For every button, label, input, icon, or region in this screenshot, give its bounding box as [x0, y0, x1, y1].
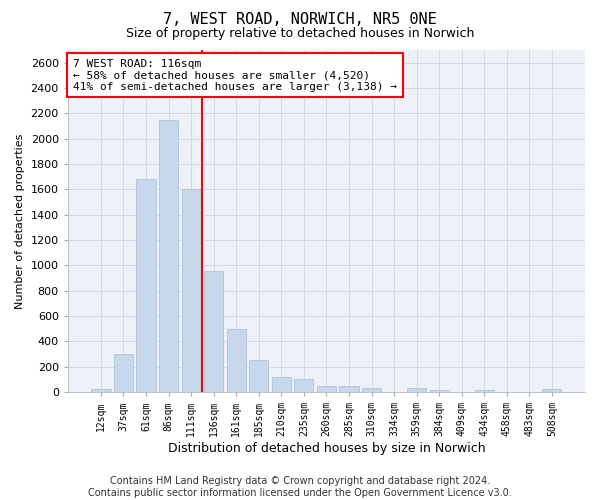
- Bar: [91, 389, 110, 392]
- Bar: [227, 329, 246, 392]
- Bar: [159, 120, 178, 392]
- Bar: [430, 390, 449, 392]
- Bar: [249, 360, 268, 392]
- Bar: [114, 354, 133, 392]
- Y-axis label: Number of detached properties: Number of detached properties: [15, 134, 25, 309]
- Text: 7, WEST ROAD, NORWICH, NR5 0NE: 7, WEST ROAD, NORWICH, NR5 0NE: [163, 12, 437, 28]
- Text: 7 WEST ROAD: 116sqm
← 58% of detached houses are smaller (4,520)
41% of semi-det: 7 WEST ROAD: 116sqm ← 58% of detached ho…: [73, 58, 397, 92]
- X-axis label: Distribution of detached houses by size in Norwich: Distribution of detached houses by size …: [167, 442, 485, 455]
- Bar: [317, 386, 336, 392]
- Bar: [475, 390, 494, 392]
- Bar: [182, 190, 201, 392]
- Bar: [407, 388, 426, 392]
- Bar: [136, 180, 155, 392]
- Text: Contains HM Land Registry data © Crown copyright and database right 2024.
Contai: Contains HM Land Registry data © Crown c…: [88, 476, 512, 498]
- Bar: [204, 270, 223, 392]
- Text: Size of property relative to detached houses in Norwich: Size of property relative to detached ho…: [126, 28, 474, 40]
- Bar: [542, 389, 562, 392]
- Bar: [362, 388, 381, 392]
- Bar: [272, 377, 291, 392]
- Bar: [294, 380, 313, 392]
- Bar: [340, 386, 359, 392]
